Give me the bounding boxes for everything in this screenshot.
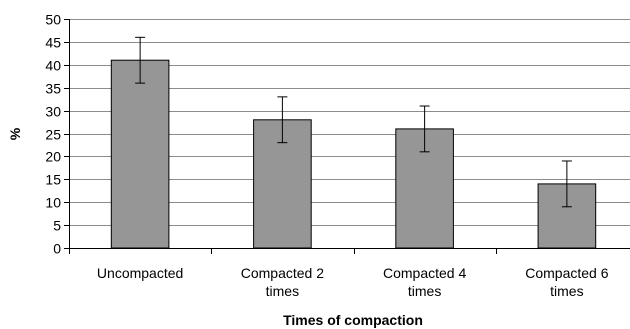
y-tick-label: 50 — [45, 12, 61, 28]
y-axis-label: % — [7, 127, 23, 140]
x-category-label: Compacted 4 times — [383, 265, 466, 299]
y-tick-label: 20 — [45, 149, 61, 165]
x-category-label: Compacted 2 times — [241, 265, 324, 299]
y-tick-labels: 0 5 10 15 20 25 30 35 40 45 50 — [45, 12, 61, 257]
y-tick-label: 10 — [45, 195, 61, 211]
y-tick-label: 5 — [53, 218, 61, 234]
x-axis-label: Times of compaction — [283, 312, 423, 328]
axes — [64, 19, 630, 254]
y-tick-label: 45 — [45, 35, 61, 51]
x-category-label: Uncompacted — [97, 265, 183, 281]
y-tick-label: 35 — [45, 81, 61, 97]
y-tick-label: 30 — [45, 104, 61, 120]
x-category-label: Compacted 6 times — [525, 265, 608, 299]
y-tick-label: 15 — [45, 172, 61, 188]
error-bars — [135, 36, 572, 208]
bar — [110, 59, 170, 249]
y-tick-label: 40 — [45, 58, 61, 74]
y-tick-label: 25 — [45, 127, 61, 143]
y-tick-label: 0 — [53, 241, 61, 257]
x-category-labels: Uncompacted Compacted 2 times Compacted 4 ti… — [97, 265, 609, 299]
